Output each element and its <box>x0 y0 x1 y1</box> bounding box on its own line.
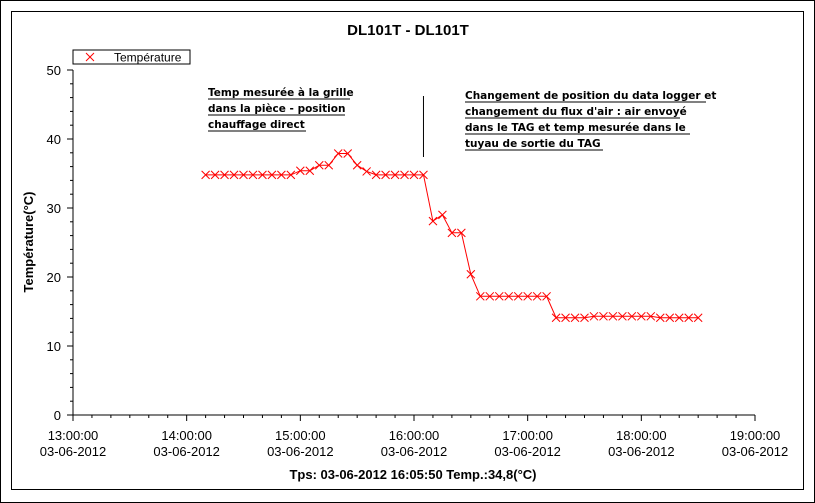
annotation-left: Temp mesurée à la grille dans la pièce -… <box>208 87 354 132</box>
y-tick-label: 50 <box>47 63 61 78</box>
data-point-x-marker <box>428 216 438 226</box>
legend-marker-x-icon <box>85 52 95 62</box>
x-tick-time-label: 18:00:00 <box>616 428 667 443</box>
y-axis-title: Température(°C) <box>21 191 36 292</box>
annotation-left-line-3: chauffage direct <box>208 119 305 131</box>
data-point-x-marker <box>485 291 495 301</box>
data-point-x-marker <box>570 313 580 323</box>
data-point-x-marker <box>693 313 703 323</box>
data-point-x-marker <box>561 313 570 323</box>
data-point-x-marker <box>504 291 514 301</box>
data-point-x-marker <box>314 160 324 170</box>
legend: Température <box>72 49 191 65</box>
y-tick-label: 10 <box>47 339 61 354</box>
x-tick-time-label: 17:00:00 <box>502 428 553 443</box>
data-point-x-marker <box>523 291 533 301</box>
data-point-x-marker <box>532 291 542 301</box>
y-tick-label: 20 <box>47 270 61 285</box>
data-point-x-marker <box>286 170 296 180</box>
data-point-x-marker <box>608 311 618 321</box>
x-tick-date-label: 03-06-2012 <box>608 444 675 459</box>
data-point-x-marker <box>542 291 551 301</box>
data-point-x-marker <box>684 313 694 323</box>
x-tick-time-label: 15:00:00 <box>275 428 326 443</box>
data-point-x-marker <box>475 291 485 301</box>
x-tick-date-label: 03-06-2012 <box>267 444 334 459</box>
data-point-x-marker <box>220 170 229 180</box>
data-point-x-marker <box>409 170 419 180</box>
data-point-x-marker <box>438 210 447 220</box>
data-point-x-marker <box>210 170 220 180</box>
data-point-x-marker <box>419 170 428 180</box>
chart-title: DL101T - DL101T <box>347 22 469 39</box>
data-point-x-marker <box>267 170 277 180</box>
data-point-x-marker <box>655 313 665 323</box>
data-point-x-marker <box>352 160 362 170</box>
data-point-x-marker <box>599 311 608 321</box>
x-tick-date-label: 03-06-2012 <box>494 444 561 459</box>
status-readout: Tps: 03-06-2012 16:05:50 Temp.:34,8(°C) <box>289 467 536 482</box>
annotation-left-line-2: dans la pièce - position <box>208 103 345 115</box>
axes: 0102030405013:00:0003-06-201214:00:0003-… <box>40 63 789 459</box>
x-tick-time-label: 16:00:00 <box>389 428 440 443</box>
data-point-x-marker <box>400 170 409 180</box>
data-point-x-marker <box>390 170 400 180</box>
data-point-x-marker <box>305 166 315 176</box>
data-point-x-marker <box>343 149 353 158</box>
data-point-x-marker <box>466 269 476 279</box>
data-point-x-marker <box>229 170 239 180</box>
y-tick-label: 30 <box>47 201 61 216</box>
data-point-x-marker <box>295 166 305 176</box>
data-point-x-marker <box>362 167 371 176</box>
annotation-right-line-3: dans le TAG et temp mesurée dans le <box>465 122 686 134</box>
annotation-right-line-4: tuyau de sortie du TAG <box>465 138 601 150</box>
data-point-x-marker <box>333 149 343 158</box>
data-point-x-marker <box>580 313 589 323</box>
data-point-x-marker <box>239 170 248 180</box>
data-point-x-marker <box>674 313 684 323</box>
annotation-right-line-1: Changement de position du data logger et <box>465 90 716 102</box>
x-tick-time-label: 14:00:00 <box>161 428 212 443</box>
data-point-x-marker <box>665 313 675 323</box>
data-point-x-marker <box>627 311 637 321</box>
annotation-left-line-1: Temp mesurée à la grille <box>208 87 354 99</box>
series-line <box>205 153 699 319</box>
data-point-x-marker <box>371 170 381 180</box>
legend-box <box>72 49 191 65</box>
data-point-x-marker <box>201 170 210 180</box>
data-point-x-marker <box>513 291 523 301</box>
data-point-x-marker <box>646 311 656 321</box>
x-tick-time-label: 19:00:00 <box>730 428 781 443</box>
data-point-x-marker <box>447 228 457 238</box>
y-tick-label: 40 <box>47 132 61 147</box>
annotation-right: Changement de position du data logger et… <box>465 90 716 151</box>
x-tick-date-label: 03-06-2012 <box>153 444 220 459</box>
x-tick-date-label: 03-06-2012 <box>722 444 789 459</box>
data-point-x-marker <box>551 313 561 323</box>
series-layer <box>201 149 703 323</box>
x-tick-date-label: 03-06-2012 <box>40 444 107 459</box>
y-tick-label: 0 <box>54 408 61 423</box>
x-tick-date-label: 03-06-2012 <box>381 444 448 459</box>
data-point-x-marker <box>277 170 286 180</box>
data-point-x-marker <box>494 291 504 301</box>
annotation-right-line-2: changement du flux d'air : air envoyé <box>465 106 687 118</box>
data-point-x-marker <box>258 170 267 180</box>
data-point-x-marker <box>618 311 627 321</box>
data-point-x-marker <box>324 160 334 170</box>
data-point-x-marker <box>381 170 390 180</box>
chart-frame <box>11 11 804 490</box>
legend-label: Température <box>114 51 182 65</box>
x-tick-time-label: 13:00:00 <box>48 428 99 443</box>
data-point-x-marker <box>457 228 466 238</box>
data-point-x-marker <box>589 311 599 321</box>
data-point-x-marker <box>248 170 258 180</box>
data-point-x-marker <box>636 311 646 321</box>
